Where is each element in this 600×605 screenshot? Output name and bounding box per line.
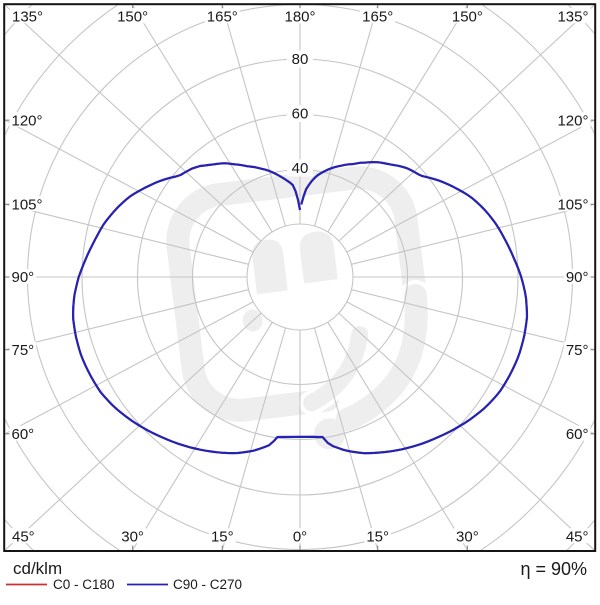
svg-text:135°: 135°: [557, 9, 588, 26]
svg-text:30°: 30°: [456, 529, 479, 546]
svg-text:40: 40: [292, 160, 309, 177]
svg-text:75°: 75°: [12, 342, 35, 359]
svg-text:η = 90%: η = 90%: [520, 559, 587, 579]
svg-text:C0 - C180: C0 - C180: [53, 577, 115, 592]
svg-text:45°: 45°: [12, 529, 35, 546]
svg-text:90°: 90°: [12, 269, 35, 286]
svg-text:105°: 105°: [557, 197, 588, 214]
svg-text:165°: 165°: [207, 9, 238, 26]
svg-text:15°: 15°: [211, 529, 234, 546]
svg-text:45°: 45°: [566, 529, 589, 546]
svg-text:15°: 15°: [366, 529, 389, 546]
svg-text:C90 - C270: C90 - C270: [173, 577, 242, 592]
svg-text:80: 80: [292, 51, 309, 68]
svg-text:150°: 150°: [452, 9, 483, 26]
svg-text:cd/klm: cd/klm: [13, 559, 62, 578]
svg-text:0°: 0°: [293, 529, 307, 546]
svg-text:105°: 105°: [12, 197, 43, 214]
svg-text:120°: 120°: [557, 112, 588, 129]
svg-text:90°: 90°: [566, 269, 589, 286]
svg-text:135°: 135°: [12, 9, 43, 26]
svg-text:150°: 150°: [117, 9, 148, 26]
svg-text:60: 60: [292, 106, 309, 123]
svg-text:60°: 60°: [12, 426, 35, 443]
svg-text:165°: 165°: [362, 9, 393, 26]
svg-text:180°: 180°: [284, 9, 315, 26]
svg-text:30°: 30°: [121, 529, 144, 546]
svg-text:75°: 75°: [566, 342, 589, 359]
svg-text:120°: 120°: [12, 112, 43, 129]
svg-text:60°: 60°: [566, 426, 589, 443]
